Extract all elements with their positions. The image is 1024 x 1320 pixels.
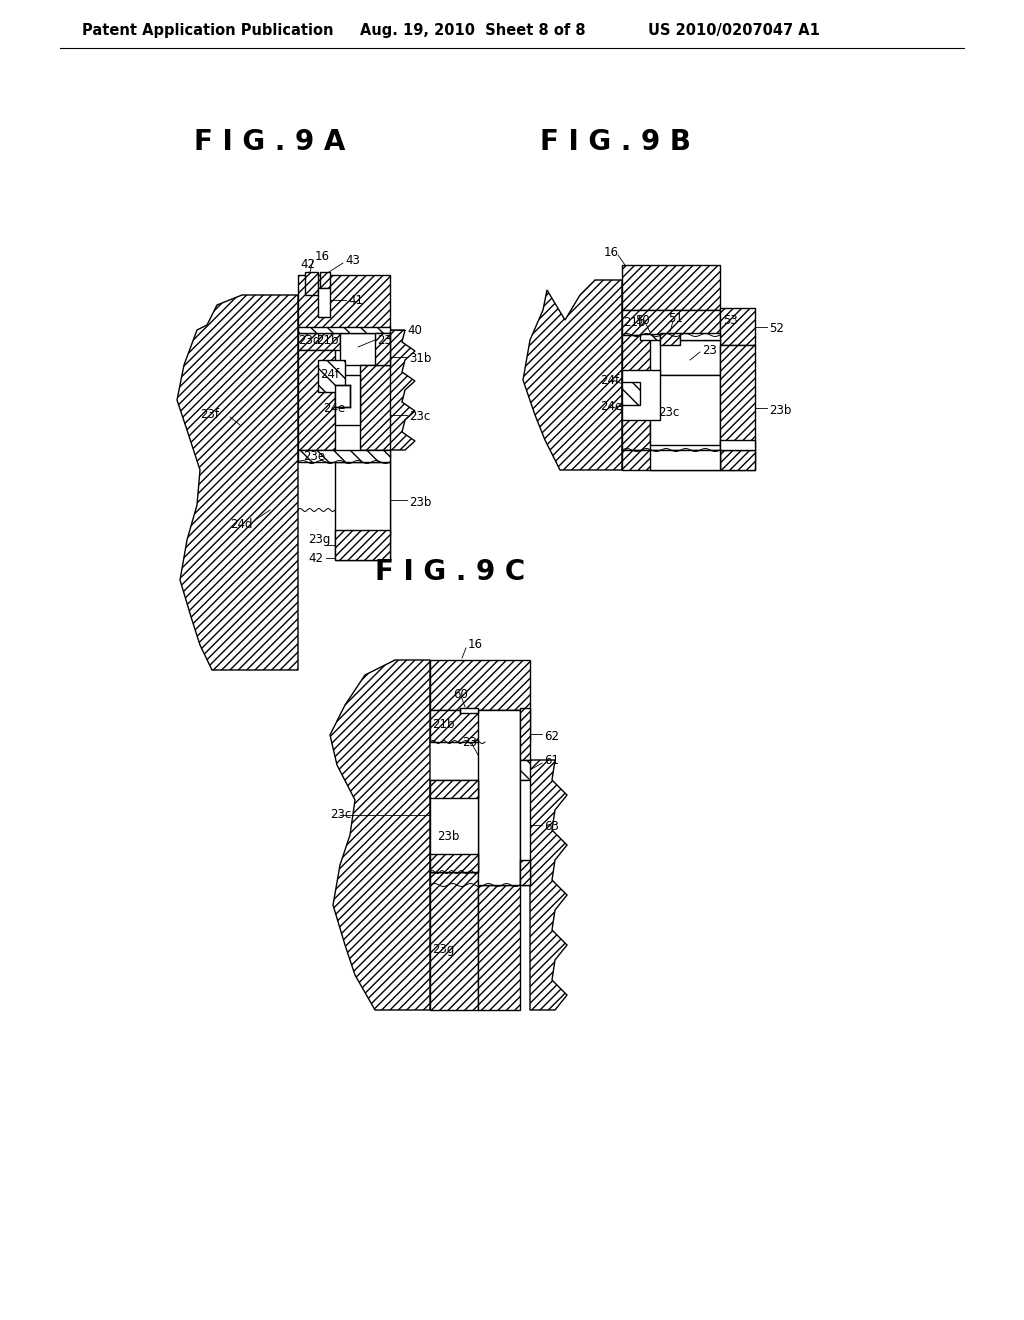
Text: 50: 50 [635,314,650,326]
Text: 23c: 23c [330,808,351,821]
Polygon shape [305,272,318,294]
Polygon shape [430,710,530,742]
Text: 21b: 21b [316,334,339,346]
Polygon shape [330,660,430,1010]
Text: 21b: 21b [432,718,455,731]
Polygon shape [430,780,478,873]
Polygon shape [520,861,530,884]
Text: F I G . 9 A: F I G . 9 A [195,128,346,156]
Polygon shape [318,360,345,392]
Polygon shape [335,375,360,425]
Polygon shape [177,294,298,671]
Polygon shape [680,333,720,341]
Text: 42: 42 [300,259,315,272]
Polygon shape [335,462,390,560]
Text: 60: 60 [453,688,468,701]
Text: 16: 16 [604,247,618,260]
Polygon shape [622,265,720,310]
Text: 23c: 23c [658,405,679,418]
Text: 23g: 23g [432,944,455,957]
Text: F I G . 9 C: F I G . 9 C [375,558,525,586]
Text: 53: 53 [723,314,737,326]
Polygon shape [523,280,622,470]
Text: 31b: 31b [409,352,431,366]
Polygon shape [660,333,680,345]
Text: 21b: 21b [623,315,645,329]
Polygon shape [640,334,660,341]
Text: 43: 43 [345,255,359,268]
Polygon shape [319,272,330,288]
Polygon shape [650,450,720,470]
Text: 61: 61 [544,755,559,767]
Polygon shape [298,333,340,350]
Polygon shape [720,440,755,450]
Text: 23b: 23b [409,495,431,508]
Polygon shape [460,708,478,713]
Polygon shape [298,275,390,330]
Text: 52: 52 [769,322,784,335]
Polygon shape [360,450,390,535]
Polygon shape [520,708,530,760]
Text: 23b: 23b [769,404,792,417]
Polygon shape [360,366,390,450]
Text: 24e: 24e [600,400,623,413]
Text: 51: 51 [668,312,683,325]
Text: US 2010/0207047 A1: US 2010/0207047 A1 [648,22,820,37]
Polygon shape [720,308,755,345]
Polygon shape [660,341,720,375]
Text: Aug. 19, 2010  Sheet 8 of 8: Aug. 19, 2010 Sheet 8 of 8 [360,22,586,37]
Text: 24f: 24f [600,374,620,387]
Polygon shape [622,381,640,405]
Text: 23g: 23g [308,533,331,546]
Polygon shape [298,450,390,462]
Polygon shape [478,884,520,1010]
Polygon shape [390,330,415,450]
Text: 40: 40 [407,323,422,337]
Polygon shape [650,375,720,445]
Text: 24d: 24d [230,519,253,532]
Polygon shape [430,660,530,710]
Polygon shape [622,335,650,450]
Text: 41: 41 [348,293,362,306]
Text: 23: 23 [377,334,392,346]
Text: 23c: 23c [409,411,430,424]
Polygon shape [335,531,390,560]
Text: Patent Application Publication: Patent Application Publication [82,22,334,37]
Polygon shape [430,873,478,1010]
Text: 16: 16 [468,639,483,652]
Polygon shape [298,327,390,333]
Polygon shape [720,345,755,470]
Bar [430,854,478,873]
Text: 23: 23 [462,735,477,748]
Text: 62: 62 [544,730,559,742]
Polygon shape [318,288,330,317]
Polygon shape [375,333,390,366]
Text: F I G . 9 B: F I G . 9 B [540,128,690,156]
Text: 42: 42 [308,552,323,565]
Text: 16: 16 [315,251,330,264]
Bar [430,780,478,799]
Polygon shape [298,350,335,450]
Polygon shape [622,450,720,470]
Text: 24f: 24f [319,368,339,381]
Polygon shape [478,710,520,884]
Text: 63: 63 [544,821,559,833]
Text: 23e: 23e [303,450,326,463]
Polygon shape [520,780,530,884]
Text: 23d: 23d [298,334,321,346]
Text: 23: 23 [702,343,717,356]
Polygon shape [622,370,660,420]
Polygon shape [622,310,720,335]
Polygon shape [520,760,530,780]
Polygon shape [530,760,567,1010]
Text: 23f: 23f [200,408,219,421]
Polygon shape [335,385,350,407]
Text: 24e: 24e [323,401,345,414]
Text: 23b: 23b [437,829,460,842]
Polygon shape [720,450,755,470]
Polygon shape [340,333,390,366]
